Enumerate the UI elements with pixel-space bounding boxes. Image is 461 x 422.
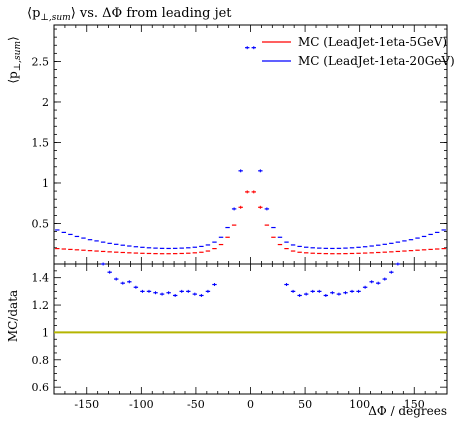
ratio-y-tick-label: 1 bbox=[42, 326, 49, 339]
legend-label-series-2: MC (LeadJet-1eta-20GeV) bbox=[298, 54, 455, 68]
x-tick-label: 0 bbox=[247, 398, 254, 411]
x-axis-title: ΔΦ / degrees bbox=[368, 404, 447, 418]
main-y-axis-title-subscript: ⊥,sum bbox=[13, 41, 23, 71]
main-y-tick-labels: 0.5 1 1.5 2 2.5 bbox=[32, 55, 50, 230]
ratio-y-tick-label: 1.4 bbox=[32, 272, 50, 285]
ratio-y-tick-labels: 0.6 0.8 1 1.2 1.4 bbox=[32, 272, 50, 394]
main-y-tick-label: 2.5 bbox=[32, 55, 50, 68]
x-tick-label: -50 bbox=[187, 398, 205, 411]
x-tick-label: -150 bbox=[74, 398, 99, 411]
chart-title: ⟨p⊥,sum⟩ vs. ΔΦ from leading jet bbox=[27, 6, 232, 23]
chart-title-subscript: ⊥,sum bbox=[40, 13, 70, 23]
ratio-plot-series bbox=[100, 262, 401, 297]
chart-title-open: ⟨p bbox=[27, 6, 40, 21]
ratio-y-axis-title: MC/data bbox=[6, 290, 20, 342]
main-y-tick-label: 1.5 bbox=[32, 136, 50, 149]
main-y-tick-label: 1 bbox=[42, 177, 49, 190]
x-tick-label: 50 bbox=[298, 398, 312, 411]
ratio-series-1 bbox=[100, 262, 401, 297]
legend-label-series-1: MC (LeadJet-1eta-5GeV) bbox=[298, 35, 447, 49]
x-tick-label: 150 bbox=[404, 398, 425, 411]
x-tick-label: -100 bbox=[129, 398, 154, 411]
chart-title-rest: ⟩ vs. ΔΦ from leading jet bbox=[71, 6, 233, 21]
series-2 bbox=[55, 46, 446, 250]
main-plot-series bbox=[55, 46, 446, 255]
main-plot-ticks bbox=[54, 25, 447, 264]
main-y-axis-title: ⟨p⊥,sum⟩ bbox=[6, 36, 23, 83]
ratio-plot-frame bbox=[53, 263, 448, 395]
ratio-y-tick-label: 1.2 bbox=[32, 299, 50, 312]
ratio-y-tick-label: 0.6 bbox=[32, 381, 50, 394]
legend: MC (LeadJet-1eta-5GeV) MC (LeadJet-1eta-… bbox=[262, 35, 455, 68]
x-tick-labels: -150 -100 -50 0 50 100 150 bbox=[74, 398, 424, 411]
series-1 bbox=[55, 190, 446, 255]
x-tick-label: 100 bbox=[349, 398, 370, 411]
ratio-y-tick-label: 0.8 bbox=[32, 354, 50, 367]
main-y-tick-label: 2 bbox=[42, 96, 49, 109]
main-y-tick-label: 0.5 bbox=[32, 217, 50, 230]
main-y-axis-title-close: ⟩ bbox=[6, 36, 20, 41]
ratio-plot-ticks bbox=[54, 264, 447, 394]
main-y-axis-title-open: ⟨p bbox=[6, 71, 20, 84]
